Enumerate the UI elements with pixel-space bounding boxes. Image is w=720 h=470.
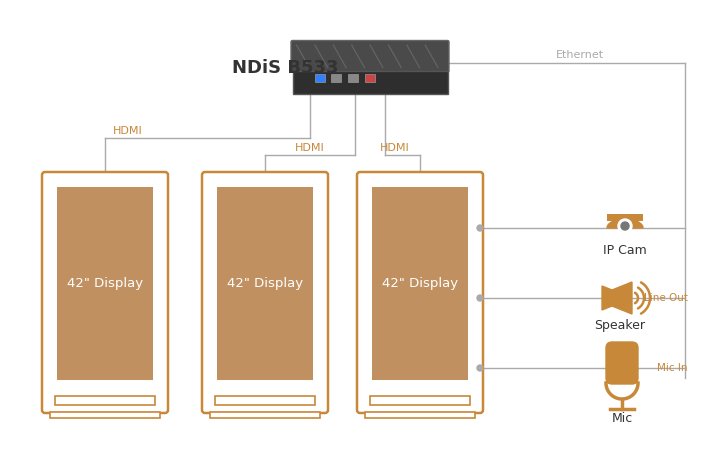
Bar (217, 187, 313, 380)
Text: HDMI: HDMI (113, 126, 143, 136)
Text: Ethernet: Ethernet (556, 50, 604, 60)
Text: NDiS B533: NDiS B533 (232, 59, 338, 77)
Text: HDMI: HDMI (295, 143, 325, 153)
Bar (292, 70, 448, 94)
Bar (370, 396, 470, 405)
Bar (348, 74, 358, 82)
Text: 42" Display: 42" Display (382, 277, 458, 290)
Bar (372, 187, 468, 380)
Text: 42" Display: 42" Display (227, 277, 303, 290)
Text: HDMI: HDMI (380, 143, 410, 153)
FancyBboxPatch shape (42, 172, 168, 413)
FancyBboxPatch shape (291, 40, 449, 72)
Circle shape (618, 219, 632, 233)
Circle shape (477, 295, 483, 301)
Polygon shape (607, 219, 643, 228)
Text: Speaker: Speaker (595, 319, 646, 331)
Bar (57, 187, 153, 380)
Polygon shape (612, 282, 632, 314)
Circle shape (621, 222, 629, 230)
Bar (330, 74, 341, 82)
Bar (215, 396, 315, 405)
FancyBboxPatch shape (202, 172, 328, 413)
Bar (315, 74, 325, 82)
Circle shape (477, 225, 483, 231)
Circle shape (477, 365, 483, 371)
Bar (365, 412, 475, 418)
Text: Mic In: Mic In (657, 363, 688, 373)
Bar (364, 74, 374, 82)
Text: Mic: Mic (611, 413, 633, 425)
FancyBboxPatch shape (606, 342, 638, 384)
Bar (55, 396, 155, 405)
FancyBboxPatch shape (357, 172, 483, 413)
Text: 42" Display: 42" Display (67, 277, 143, 290)
Polygon shape (602, 286, 612, 310)
Text: IP Cam: IP Cam (603, 243, 647, 257)
Bar (50, 412, 160, 418)
Bar (607, 214, 643, 221)
Text: Line Out: Line Out (644, 293, 688, 303)
Bar (210, 412, 320, 418)
